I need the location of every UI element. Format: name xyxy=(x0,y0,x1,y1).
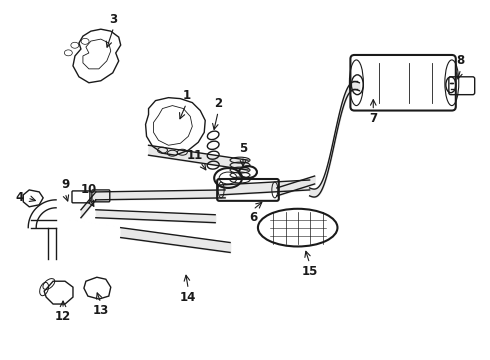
Text: 2: 2 xyxy=(214,97,222,110)
Text: 7: 7 xyxy=(369,112,377,125)
Text: 9: 9 xyxy=(61,179,69,192)
Text: 11: 11 xyxy=(187,149,203,162)
Text: 13: 13 xyxy=(93,305,109,318)
Text: 1: 1 xyxy=(182,89,191,102)
Text: 6: 6 xyxy=(249,211,257,224)
Text: 3: 3 xyxy=(110,13,118,26)
Text: 10: 10 xyxy=(81,184,97,197)
Text: 5: 5 xyxy=(239,142,247,155)
Text: 8: 8 xyxy=(457,54,465,67)
Text: 15: 15 xyxy=(301,265,318,278)
Text: 12: 12 xyxy=(55,310,71,323)
Text: 14: 14 xyxy=(180,291,196,303)
Text: 4: 4 xyxy=(15,192,24,204)
